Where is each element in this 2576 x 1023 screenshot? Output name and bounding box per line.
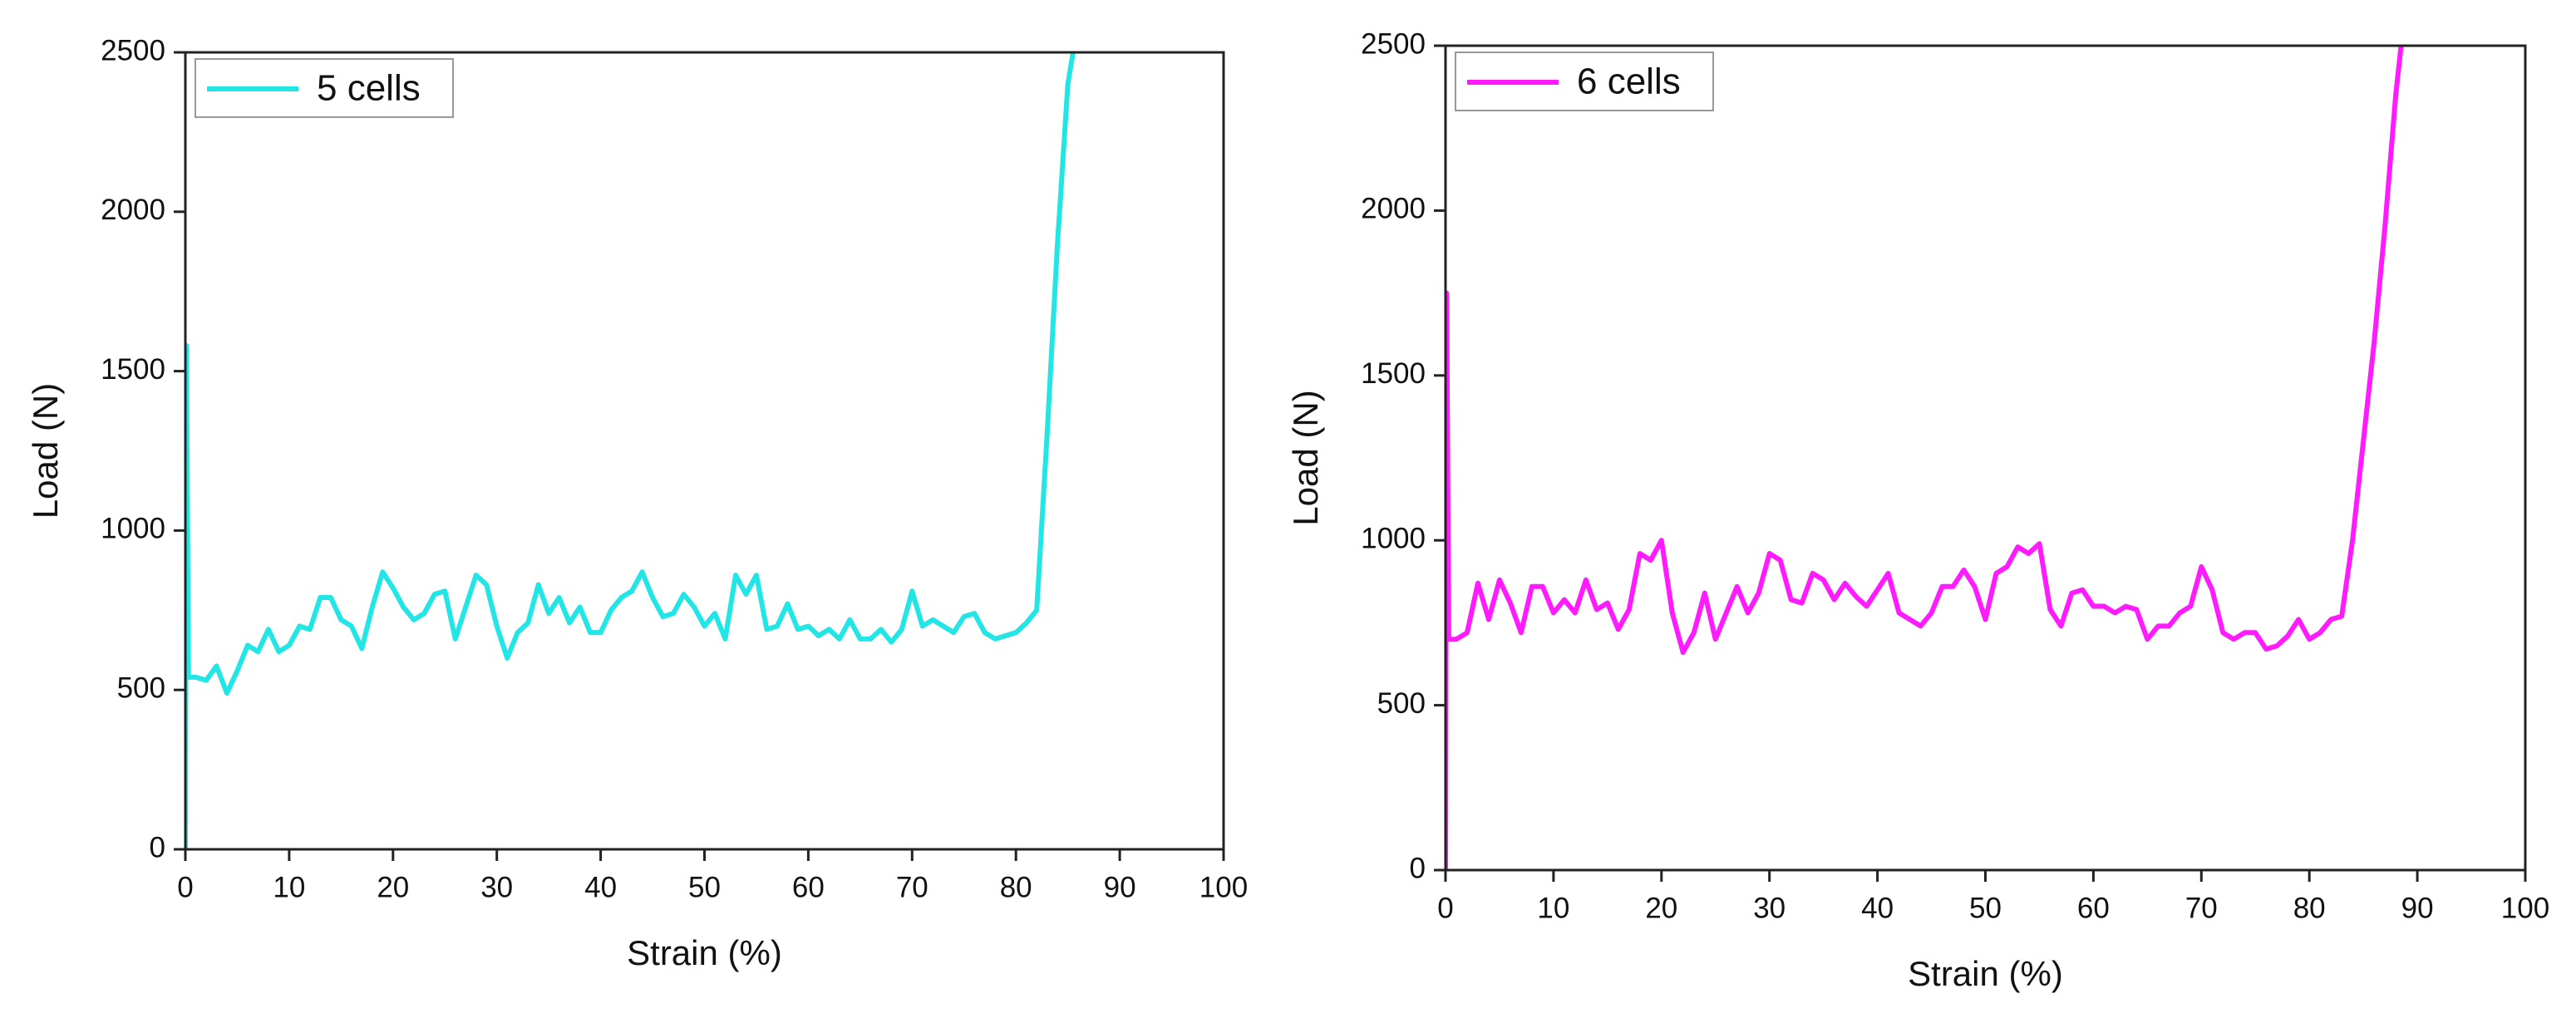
chart: 0 10 20 30 40 50 60 70 80 90 100050010001500200025… xyxy=(1286,27,2549,993)
x-tick-label: 50 xyxy=(1969,892,2002,924)
y-tick-label: 1500 xyxy=(101,353,165,386)
plot-frame xyxy=(184,51,1225,851)
x-tick-label: 100 xyxy=(2501,892,2549,924)
legend-label: 5 cells xyxy=(317,68,421,109)
series-line xyxy=(1446,45,2404,871)
y-axis-title: Load (N) xyxy=(1286,390,1325,525)
y-tick-label: 0 xyxy=(150,831,165,863)
x-tick-label: 90 xyxy=(1104,871,1136,903)
x-tick-label: 50 xyxy=(688,871,721,903)
x-tick-label: 20 xyxy=(377,871,409,903)
x-tick-label: 70 xyxy=(896,871,928,903)
plot-frame xyxy=(1444,44,2527,872)
legend-label: 6 cells xyxy=(1577,61,1681,102)
x-tick-label: 40 xyxy=(584,871,617,903)
legend: 5 cells xyxy=(195,58,454,118)
y-tick-label: 1500 xyxy=(1361,357,1426,390)
chart: 0 10 20 30 40 50 60 70 80 90 100050010001500200025… xyxy=(26,34,1248,972)
x-tick-label: 10 xyxy=(1537,892,1569,924)
y-tick-label: 1000 xyxy=(1361,522,1426,554)
x-tick-label: 40 xyxy=(1861,892,1894,924)
x-tick-label: 100 xyxy=(1199,871,1248,903)
x-tick-label: 0 xyxy=(1437,892,1453,924)
x-tick-label: 80 xyxy=(2293,892,2326,924)
y-axis-title: Load (N) xyxy=(26,383,65,519)
y-tick-label: 1000 xyxy=(101,513,165,545)
series-line xyxy=(185,52,1076,850)
x-tick-label: 60 xyxy=(2077,892,2110,924)
y-tick-label: 2500 xyxy=(101,34,165,66)
x-axis-title: Strain (%) xyxy=(1908,954,2063,993)
x-tick-label: 0 xyxy=(177,871,193,903)
y-tick-label: 500 xyxy=(117,671,165,704)
legend: 6 cells xyxy=(1455,52,1714,111)
y-tick-label: 500 xyxy=(1377,687,1426,720)
y-tick-label: 2500 xyxy=(1361,27,1426,60)
x-tick-label: 90 xyxy=(2401,892,2434,924)
x-tick-label: 80 xyxy=(1000,871,1032,903)
y-tick-label: 0 xyxy=(1410,852,1426,884)
y-tick-label: 2000 xyxy=(1361,193,1426,225)
x-tick-label: 10 xyxy=(273,871,305,903)
y-tick-label: 2000 xyxy=(101,194,165,226)
x-tick-label: 30 xyxy=(480,871,513,903)
x-tick-label: 30 xyxy=(1753,892,1785,924)
x-tick-label: 70 xyxy=(2185,892,2218,924)
x-tick-label: 20 xyxy=(1645,892,1677,924)
x-tick-label: 60 xyxy=(792,871,825,903)
x-axis-title: Strain (%) xyxy=(627,933,782,972)
